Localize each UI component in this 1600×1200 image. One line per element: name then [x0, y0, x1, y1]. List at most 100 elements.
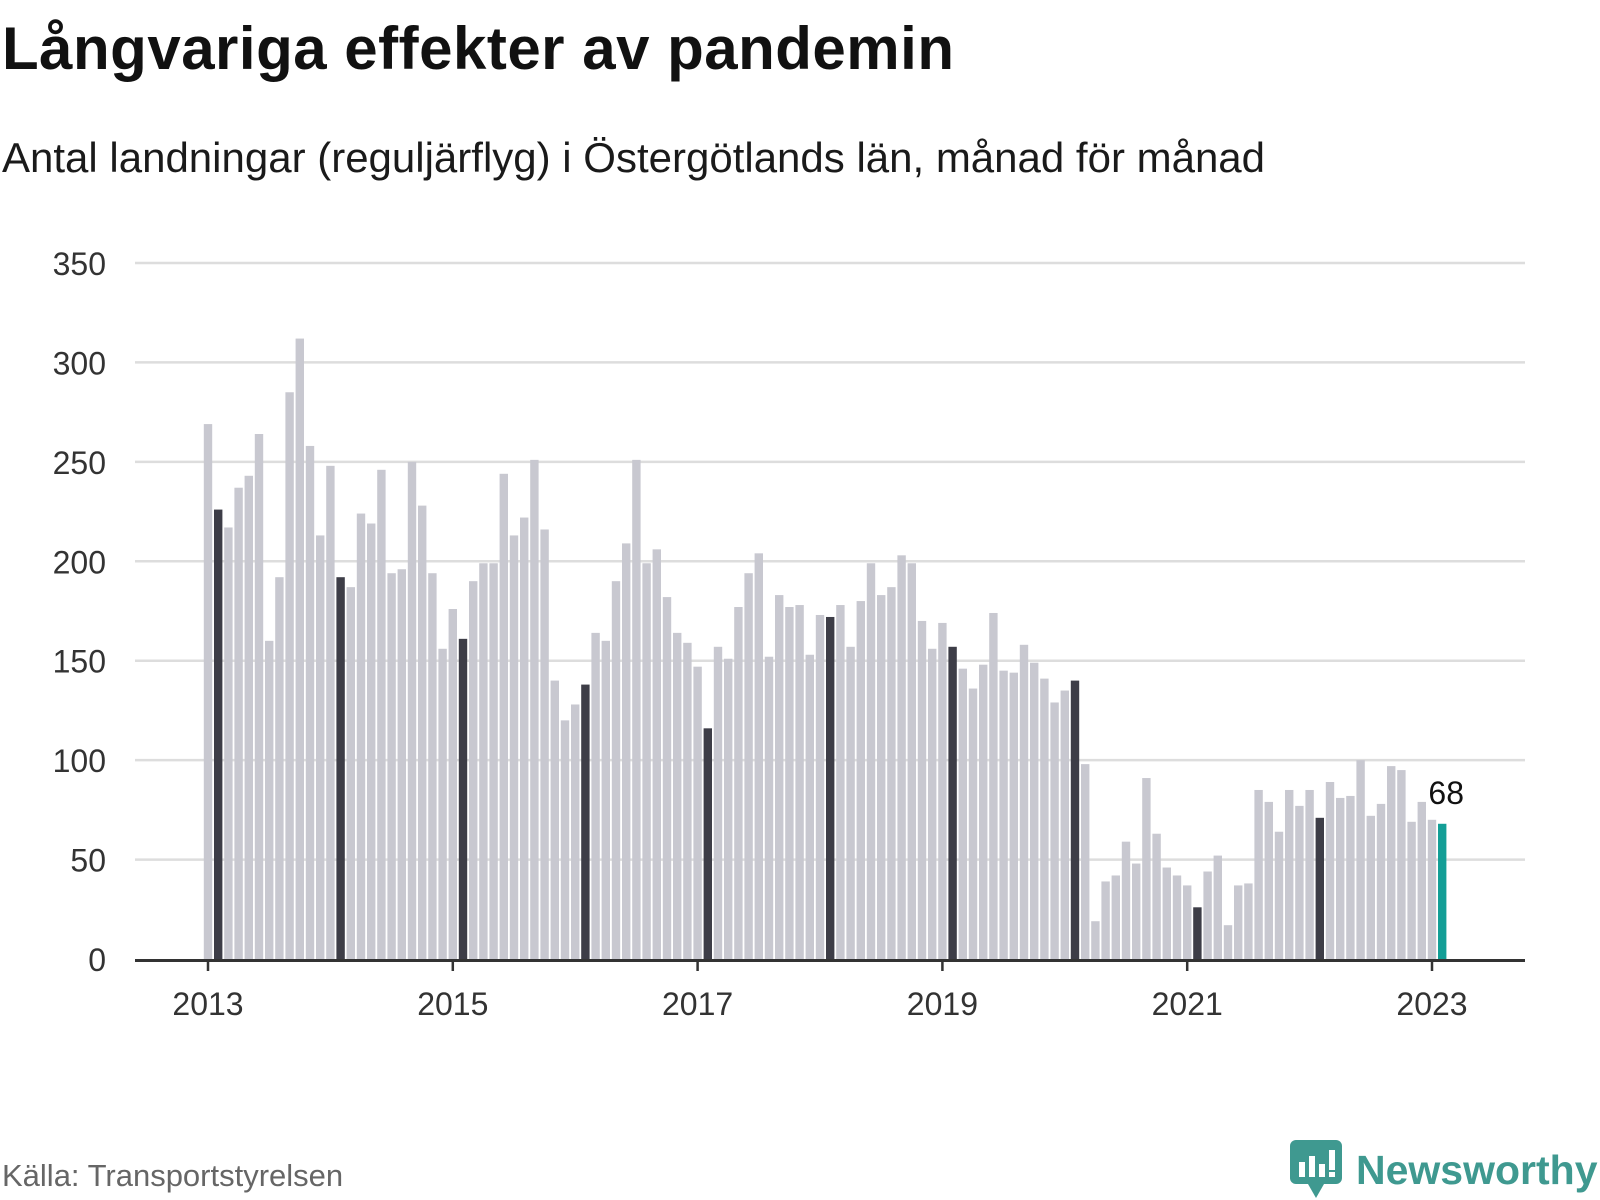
bar [764, 656, 774, 959]
chart-title: Långvariga effekter av pandemin [2, 15, 955, 82]
bar [1203, 871, 1212, 959]
bar [1081, 764, 1090, 959]
bar [1305, 789, 1314, 959]
bar [1152, 833, 1161, 959]
bar [571, 704, 580, 959]
bar-january [1193, 907, 1202, 959]
bar [1050, 702, 1059, 959]
bar [1091, 921, 1100, 959]
bar [407, 461, 417, 959]
bar [418, 505, 427, 959]
bar [1234, 885, 1243, 959]
x-tick-label: 2023 [1396, 986, 1467, 1022]
bar [1142, 778, 1151, 959]
bar [1387, 766, 1396, 959]
bar-latest [1438, 823, 1447, 959]
bar [1060, 690, 1069, 959]
bar [520, 517, 529, 959]
y-tick-label: 350 [53, 246, 106, 282]
bar [938, 622, 947, 959]
bar [265, 640, 274, 959]
bar [591, 632, 600, 959]
y-tick-label: 150 [53, 644, 106, 680]
bar-january [826, 616, 835, 959]
bar [1336, 797, 1345, 959]
bar-january [581, 684, 590, 959]
bar [1346, 795, 1355, 959]
x-tick-label: 2021 [1152, 986, 1223, 1022]
bar-january [948, 646, 957, 959]
bar [560, 720, 570, 959]
bar [305, 445, 315, 959]
bar [224, 527, 233, 959]
y-tick-label: 100 [53, 743, 106, 779]
bar [1376, 803, 1386, 959]
bar [550, 680, 559, 959]
bar [785, 607, 794, 959]
bar [509, 535, 519, 959]
x-tick-label: 2017 [662, 986, 733, 1022]
bar [448, 609, 457, 959]
bar [1111, 875, 1120, 959]
bar [1356, 760, 1365, 959]
bar [1254, 789, 1263, 959]
y-tick-label: 250 [53, 445, 106, 481]
x-tick-label: 2015 [417, 986, 488, 1022]
bar [377, 469, 386, 959]
y-tick-label: 50 [70, 843, 106, 879]
bar [1244, 883, 1253, 959]
bar [1325, 782, 1335, 959]
bar [897, 555, 906, 959]
bar [662, 597, 672, 959]
bar-january [336, 577, 345, 959]
bar [999, 670, 1008, 959]
bar [836, 605, 845, 959]
bar [397, 569, 406, 959]
bar [244, 475, 253, 959]
bar [1407, 821, 1416, 959]
bar [387, 573, 396, 959]
x-axis-ticks: 2013 2015 2017 2019 2021 2023 [172, 959, 1468, 1022]
bar [285, 392, 294, 959]
y-axis-tick-labels: 0 50 100 150 200 250 300 350 [53, 246, 106, 978]
bar [632, 459, 641, 959]
bar [254, 434, 264, 959]
bar [1183, 885, 1192, 959]
bar-january [214, 509, 223, 959]
bar [928, 648, 937, 959]
bar [887, 587, 896, 959]
bar [754, 553, 763, 959]
bar [724, 658, 733, 959]
y-tick-label: 0 [88, 942, 106, 978]
bar [673, 632, 682, 959]
bar [642, 563, 651, 959]
x-tick-label: 2013 [172, 986, 243, 1022]
bar [1427, 819, 1437, 959]
bar-january [703, 728, 712, 959]
bar [917, 620, 927, 959]
bar [275, 577, 284, 959]
bar [530, 459, 539, 959]
bar [1274, 831, 1284, 959]
bar [775, 595, 784, 959]
bar [1285, 789, 1294, 959]
bar [683, 642, 692, 959]
bar [795, 605, 804, 959]
bar [805, 654, 814, 959]
last-value-label: 68 [1428, 775, 1464, 811]
bar [1295, 805, 1304, 959]
chart-subtitle: Antal landningar (reguljärflyg) i Österg… [2, 134, 1266, 181]
bar [601, 640, 610, 959]
bar [326, 465, 335, 959]
bar [479, 563, 488, 959]
bar-january [1315, 817, 1324, 959]
bar-january [458, 638, 468, 959]
newsworthy-logo-icon [1290, 1140, 1342, 1198]
bar [1264, 801, 1273, 959]
bar [713, 646, 723, 959]
bar [1132, 863, 1141, 959]
bar [611, 581, 621, 959]
source-note: Källa: Transportstyrelsen [2, 1158, 344, 1193]
bar [1172, 875, 1182, 959]
bar [958, 668, 967, 959]
